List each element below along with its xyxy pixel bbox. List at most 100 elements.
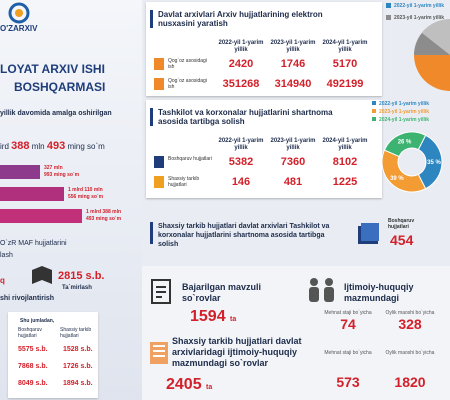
table-cell: 1528 s.b. xyxy=(63,346,93,353)
year-header: 2024-yil 1-yarim yillik xyxy=(322,40,368,53)
row-icon xyxy=(154,156,164,168)
value: 146 xyxy=(231,176,251,188)
stat-value: 328 xyxy=(398,316,422,332)
section-title: Bajarilgan mavzuli so`rovlar xyxy=(182,282,262,303)
total-unit: mln xyxy=(31,142,45,151)
title-line: BOSHQARMASI xyxy=(14,80,106,94)
stat-value: 1820 xyxy=(394,374,426,390)
table-header: Boshqaruv hujjatlari xyxy=(18,327,42,339)
section-title: Tashkilot va korxonalar hujjatlarini sha… xyxy=(158,108,333,126)
title-line: LOYAT ARXIV ISHI xyxy=(0,62,105,76)
value: 481 xyxy=(283,176,303,188)
row-icon xyxy=(154,58,164,70)
legend-swatch xyxy=(372,109,376,113)
value: 5170 xyxy=(332,58,358,70)
logo-text: O'ZARXIV xyxy=(0,24,38,33)
label: Boshqaruv hujjatlari xyxy=(388,218,415,230)
bottom-panel xyxy=(142,266,450,400)
row-label: Qog`oz asosidagi ish xyxy=(168,58,207,70)
building-icon xyxy=(150,342,168,364)
row-icon xyxy=(154,176,164,188)
value: 314940 xyxy=(274,78,312,90)
row-label: Boshqaruv hujjatlari xyxy=(168,156,212,162)
pie-slice xyxy=(414,55,450,91)
donut-slice xyxy=(381,149,427,193)
label: q xyxy=(0,276,5,285)
unit: ta xyxy=(206,384,213,391)
archive-social-value: 2405 ta xyxy=(166,376,212,394)
people-icon xyxy=(309,278,334,302)
year-header: 2023-yil 1-yarim yillik xyxy=(270,40,316,53)
bar-label: 1 mlrd 110 mln xyxy=(68,187,103,193)
value: 8102 xyxy=(332,156,358,168)
donut-slice xyxy=(383,131,427,158)
table-cell: 8049 s.b. xyxy=(18,380,48,387)
donut-label: 26 % xyxy=(398,139,412,145)
bar-label: 1 mlrd 388 mln xyxy=(86,209,122,215)
legend-swatch xyxy=(372,117,376,121)
unit: ta xyxy=(230,316,237,323)
value: 5382 xyxy=(228,156,254,168)
section-title: Ijtimoiy-huquqiy mazmundagi xyxy=(344,282,414,303)
stat-value: 573 xyxy=(336,374,360,390)
subtitle: yillik davomida amalga oshirilgan xyxy=(0,110,112,117)
queries-value: 1594 ta xyxy=(190,308,236,326)
section-title: shi rivojlantirish xyxy=(0,295,55,302)
total-value: 388 xyxy=(11,140,30,152)
donut-label: 39 % xyxy=(390,176,404,182)
year-header: 2022-yil 1-yarim yillik xyxy=(218,40,264,53)
value: 2420 xyxy=(228,58,254,70)
pie xyxy=(386,3,450,91)
legend-label: 2022-yil 1-yarim yillik xyxy=(379,101,429,107)
bar xyxy=(0,209,82,223)
legend-label: 2023-yil 1-yarim yillik xyxy=(379,109,429,115)
table-cell: 1726 s.b. xyxy=(63,363,93,370)
bar xyxy=(0,187,64,201)
digitization-panel xyxy=(146,2,382,96)
total-prefix: ird xyxy=(0,142,9,151)
stat-label: Mehnat staji bo`yicha xyxy=(324,350,372,356)
section-title: O`zR MAF hujjatlarini xyxy=(0,240,67,247)
section-title: Shaxsiy tarkib hujjatlari davlat arxivla… xyxy=(172,336,302,368)
value: 7360 xyxy=(280,156,306,168)
table-header: Shaxsiy tarkib hujjatlari xyxy=(60,327,92,339)
legend-swatch xyxy=(372,101,376,105)
marker xyxy=(150,222,153,244)
section-title: Shaxsiy tarkib hujjatlari davlat arxivla… xyxy=(158,223,330,248)
table-box xyxy=(8,312,98,398)
section-title: Davlat arxivlari Arxiv hujjatlarining el… xyxy=(158,10,323,28)
donut-slice xyxy=(417,134,443,190)
value: 492199 xyxy=(326,78,364,90)
table-cell: 5575 s.b. xyxy=(18,346,48,353)
donut-chart: 2022-yil 1-yarim yillik 2023-yil 1-yarim … xyxy=(372,101,443,193)
legend-label: 2024-yil 1-yarim yillik xyxy=(379,117,429,123)
value: 1225 xyxy=(332,176,358,188)
value: 1594 xyxy=(190,308,226,325)
bar-label: 556 ming so`m xyxy=(68,194,104,200)
logo-icon xyxy=(8,2,30,24)
total: ird 388 mln 493 ming so`m xyxy=(0,140,105,152)
bar xyxy=(0,165,40,179)
contracts-panel xyxy=(146,100,382,198)
marker xyxy=(150,108,153,126)
year-header: 2022-yil 1-yarim yillik xyxy=(218,138,264,151)
marker xyxy=(150,10,153,28)
section-title: lash xyxy=(0,252,13,259)
row-icon xyxy=(154,78,164,90)
value: 1746 xyxy=(280,58,306,70)
table-cell: 7868 s.b. xyxy=(18,363,48,370)
legend-label: 2022-yil 1-yarim yillik xyxy=(394,3,445,9)
row-label: Qog`oz asosidagi ish xyxy=(168,78,207,90)
donut-label: 35 % xyxy=(427,160,441,166)
stat-label: Oylik maoshi bo`yicha xyxy=(385,310,435,316)
document-icon xyxy=(151,279,171,304)
maf-value: 2815 s.b. xyxy=(58,270,105,282)
year-header: 2024-yil 1-yarim yillik xyxy=(322,138,368,151)
value: 454 xyxy=(390,232,414,248)
table-caption: Shu jumladan, xyxy=(20,318,55,324)
book-icon xyxy=(32,266,52,284)
bar-label: 993 ming so`m xyxy=(44,172,80,178)
caption: Ta`mirlash xyxy=(62,285,92,291)
stat-label: Oylik maoshi bo`yicha xyxy=(385,350,435,356)
